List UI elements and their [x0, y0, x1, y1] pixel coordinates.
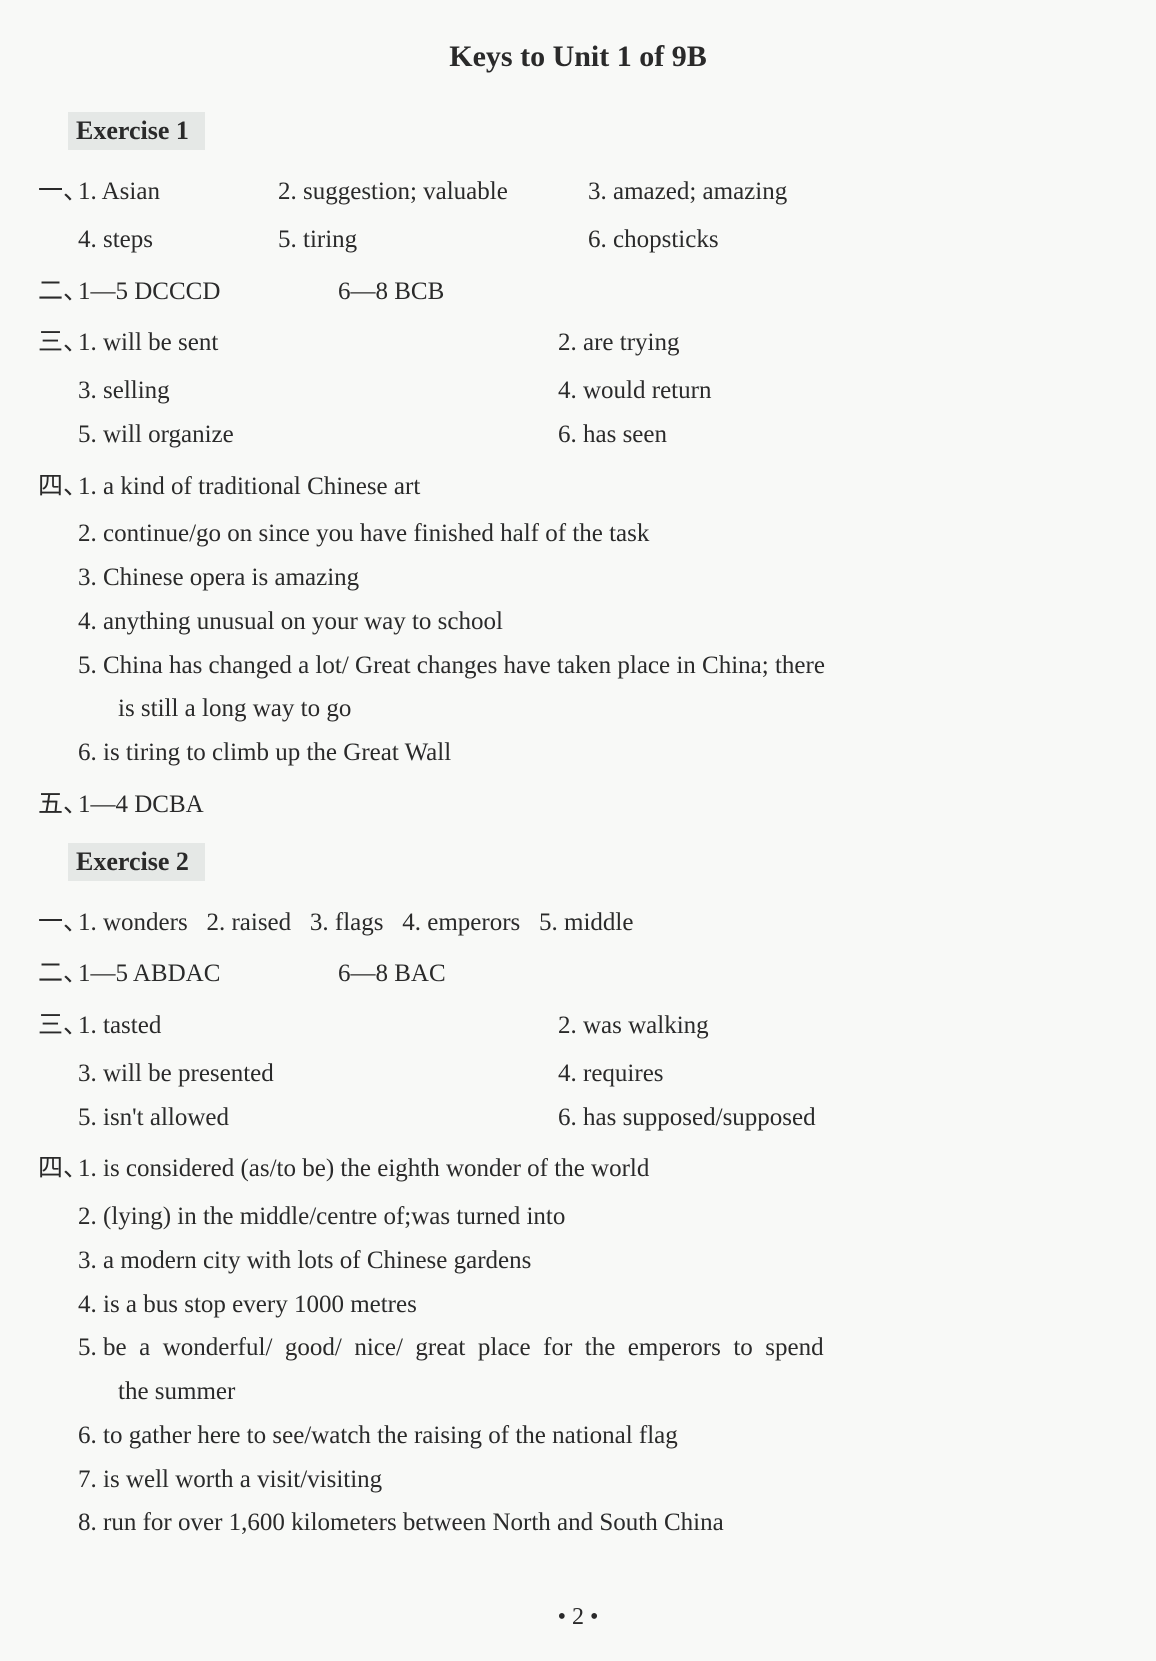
- answer-item: 6. has seen: [558, 413, 1126, 457]
- answer-item: 3. a modern city with lots of Chinese ga…: [30, 1239, 1126, 1283]
- answer-item: 4. steps: [78, 218, 278, 262]
- section-marker: 三、: [30, 1004, 78, 1048]
- answer-item: 3. Chinese opera is amazing: [30, 556, 1126, 600]
- exercise1-header: Exercise 1: [68, 112, 205, 150]
- answer-item: 1. Asian: [78, 170, 278, 214]
- exercise2-section3: 三、 1. tasted 2. was walking 3. will be p…: [30, 1004, 1126, 1139]
- answer-item: 1. is considered (as/to be) the eighth w…: [78, 1147, 1126, 1191]
- answer-item: 4. would return: [558, 369, 1126, 413]
- answer-item: 2. (lying) in the middle/centre of;was t…: [30, 1195, 1126, 1239]
- page-title: Keys to Unit 1 of 9B: [30, 40, 1126, 74]
- section-marker: 一、: [30, 901, 78, 945]
- exercise2-header: Exercise 2: [68, 843, 205, 881]
- exercise1-section3: 三、 1. will be sent 2. are trying 3. sell…: [30, 321, 1126, 456]
- answer-item: 2. suggestion; valuable: [278, 170, 588, 214]
- page-number: • 2 •: [0, 1604, 1156, 1631]
- section-marker: 四、: [30, 1147, 78, 1191]
- answer-item: 2. continue/go on since you have finishe…: [30, 512, 1126, 556]
- answer-item: 6. is tiring to climb up the Great Wall: [30, 731, 1126, 775]
- answer-item: 1. will be sent: [78, 321, 558, 365]
- answer-item: 1—5 ABDAC: [78, 952, 338, 996]
- exercise2-section2: 二、 1—5 ABDAC 6—8 BAC: [30, 952, 1126, 996]
- answer-item: 5. tiring: [278, 218, 588, 262]
- exercise1-section4: 四、 1. a kind of traditional Chinese art …: [30, 465, 1126, 775]
- answer-item: 8. run for over 1,600 kilometers between…: [30, 1501, 1126, 1545]
- answer-item: 2. was walking: [558, 1004, 1126, 1048]
- answer-item-continuation: is still a long way to go: [30, 687, 1126, 731]
- section-marker: 二、: [30, 952, 78, 996]
- answer-item: 7. is well worth a visit/visiting: [30, 1458, 1126, 1502]
- section-marker: 二、: [30, 270, 78, 314]
- answer-item: 6—8 BAC: [338, 952, 466, 996]
- answer-item: 5. isn't allowed: [78, 1096, 558, 1140]
- exercise1-section1: 一、 1. Asian 2. suggestion; valuable 3. a…: [30, 170, 1126, 262]
- answer-item: 1. a kind of traditional Chinese art: [78, 465, 1126, 509]
- answer-item: 5. be a wonderful/ good/ nice/ great pla…: [30, 1326, 1126, 1370]
- answer-item: 4. requires: [558, 1052, 1126, 1096]
- answer-item: 6. has supposed/supposed: [558, 1096, 1126, 1140]
- answer-item: 1—4 DCBA: [78, 783, 1126, 827]
- answer-item: 1. wonders 2. raised 3. flags 4. emperor…: [78, 901, 1126, 945]
- exercise1-section5: 五、 1—4 DCBA: [30, 783, 1126, 827]
- answer-item: 6. chopsticks: [588, 218, 739, 262]
- exercise2-section1: 一、 1. wonders 2. raised 3. flags 4. empe…: [30, 901, 1126, 945]
- exercise1-section2: 二、 1—5 DCCCD 6—8 BCB: [30, 270, 1126, 314]
- answer-item: 5. China has changed a lot/ Great change…: [30, 644, 1126, 688]
- section-marker: 一、: [30, 170, 78, 214]
- answer-item: 2. are trying: [558, 321, 1126, 365]
- answer-item: 5. will organize: [78, 413, 558, 457]
- answer-item: 3. selling: [78, 369, 558, 413]
- answer-item: 6—8 BCB: [338, 270, 464, 314]
- answer-item: 4. anything unusual on your way to schoo…: [30, 600, 1126, 644]
- answer-item: 4. is a bus stop every 1000 metres: [30, 1283, 1126, 1327]
- answer-item: 3. amazed; amazing: [588, 170, 807, 214]
- answer-item: 6. to gather here to see/watch the raisi…: [30, 1414, 1126, 1458]
- answer-item: 1. tasted: [78, 1004, 558, 1048]
- exercise2-section4: 四、 1. is considered (as/to be) the eight…: [30, 1147, 1126, 1545]
- section-marker: 五、: [30, 783, 78, 827]
- section-marker: 四、: [30, 465, 78, 509]
- answer-item-continuation: the summer: [30, 1370, 1126, 1414]
- answer-item: 3. will be presented: [78, 1052, 558, 1096]
- section-marker: 三、: [30, 321, 78, 365]
- answer-item: 1—5 DCCCD: [78, 270, 338, 314]
